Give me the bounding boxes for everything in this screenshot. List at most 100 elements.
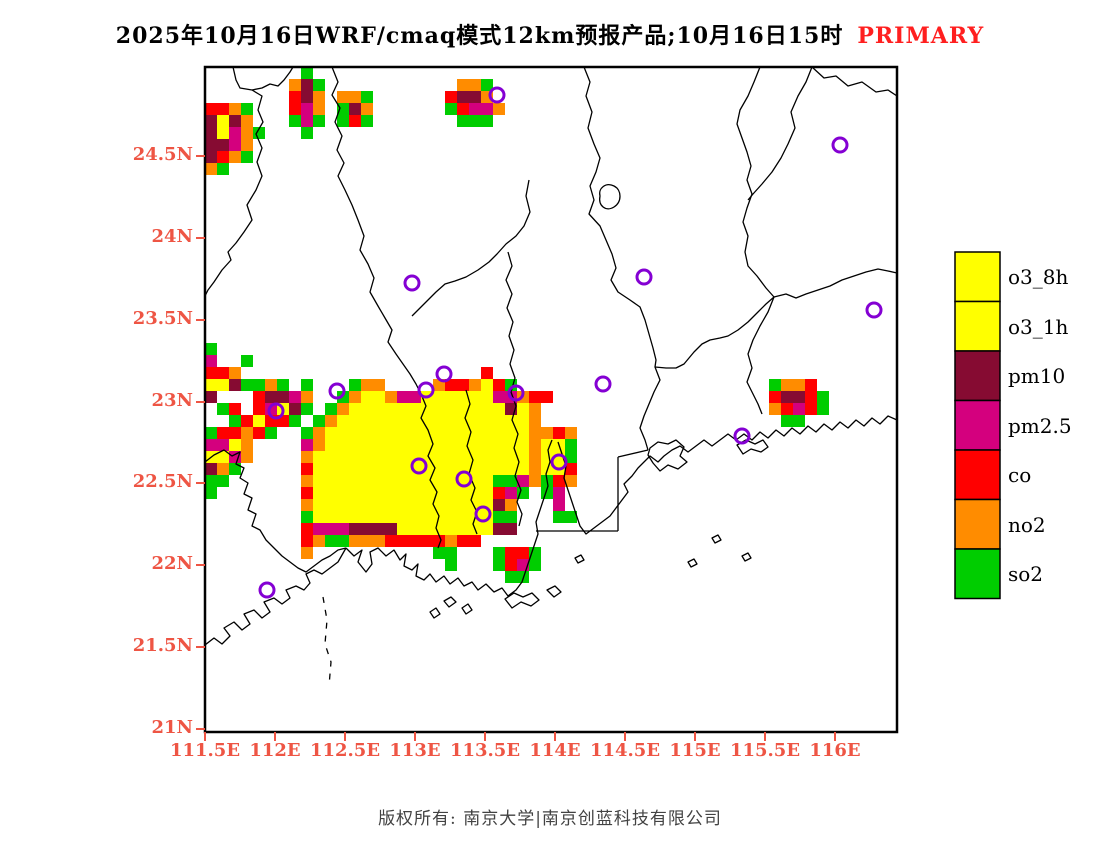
island-7 bbox=[429, 607, 441, 619]
grid-cell bbox=[481, 391, 493, 403]
boundary-join-east bbox=[411, 179, 531, 317]
grid-cell bbox=[229, 403, 241, 415]
grid-cell bbox=[517, 439, 529, 451]
grid-cell bbox=[337, 427, 349, 439]
grid-cell bbox=[397, 511, 409, 523]
grid-cell bbox=[313, 499, 325, 511]
grid-cell bbox=[361, 415, 373, 427]
grid-cell bbox=[205, 127, 217, 139]
grid-cell bbox=[241, 115, 253, 127]
grid-cell bbox=[373, 487, 385, 499]
x-tick-label: 113E bbox=[389, 740, 441, 761]
grid-cell bbox=[817, 403, 829, 415]
station-marker bbox=[258, 581, 276, 599]
grid-cell bbox=[409, 511, 421, 523]
grid-cell bbox=[337, 487, 349, 499]
grid-cell bbox=[457, 103, 469, 115]
grid-cell bbox=[493, 427, 505, 439]
grid-cell bbox=[301, 391, 313, 403]
coast-southwest bbox=[205, 547, 347, 646]
grid-cell bbox=[433, 475, 445, 487]
grid-cell bbox=[313, 91, 325, 103]
grid-cell bbox=[493, 451, 505, 463]
grid-cell bbox=[337, 475, 349, 487]
grid-cell bbox=[229, 415, 241, 427]
grid-cell bbox=[337, 439, 349, 451]
grid-cell bbox=[781, 379, 793, 391]
pollutant-grid bbox=[205, 67, 829, 583]
grid-cell bbox=[289, 391, 301, 403]
grid-cell bbox=[301, 127, 313, 139]
grid-cell bbox=[205, 487, 217, 499]
grid-cell bbox=[457, 439, 469, 451]
grid-cell bbox=[493, 439, 505, 451]
grid-cell bbox=[493, 391, 505, 403]
grid-cell bbox=[433, 523, 445, 535]
grid-cell bbox=[349, 103, 361, 115]
x-tick-label: 112.5E bbox=[309, 740, 381, 761]
x-tick-label: 114E bbox=[529, 740, 581, 761]
grid-cell bbox=[325, 415, 337, 427]
grid-cell bbox=[481, 451, 493, 463]
grid-cell bbox=[433, 463, 445, 475]
grid-cell bbox=[529, 415, 541, 427]
grid-cell bbox=[385, 463, 397, 475]
grid-cell bbox=[409, 487, 421, 499]
grid-cell bbox=[241, 451, 253, 463]
grid-cell bbox=[457, 415, 469, 427]
grid-cell bbox=[205, 103, 217, 115]
grid-cell bbox=[205, 463, 217, 475]
grid-cell bbox=[505, 487, 517, 499]
grid-cell bbox=[205, 151, 217, 163]
axis-ticks bbox=[196, 155, 836, 741]
grid-cell bbox=[373, 499, 385, 511]
grid-cell bbox=[397, 499, 409, 511]
islet-d bbox=[741, 552, 752, 562]
grid-cell bbox=[433, 391, 445, 403]
grid-cell bbox=[241, 439, 253, 451]
island-5 bbox=[443, 596, 457, 608]
grid-cell bbox=[505, 571, 517, 583]
grid-cell bbox=[457, 451, 469, 463]
grid-cell bbox=[385, 439, 397, 451]
grid-cell bbox=[421, 523, 433, 535]
grid-cell bbox=[433, 403, 445, 415]
grid-cell bbox=[445, 475, 457, 487]
grid-cell bbox=[217, 427, 229, 439]
islet-b bbox=[687, 558, 698, 568]
grid-cell bbox=[421, 535, 433, 547]
grid-cell bbox=[493, 499, 505, 511]
grid-cell bbox=[205, 355, 217, 367]
grid-cell bbox=[397, 487, 409, 499]
grid-cell bbox=[397, 475, 409, 487]
station-marker bbox=[455, 470, 473, 488]
grid-cell bbox=[553, 427, 565, 439]
grid-cell bbox=[349, 463, 361, 475]
grid-cell bbox=[241, 415, 253, 427]
grid-cell bbox=[241, 379, 253, 391]
grid-cell bbox=[361, 403, 373, 415]
grid-cell bbox=[481, 487, 493, 499]
island-2 bbox=[736, 439, 769, 455]
grid-cell bbox=[481, 103, 493, 115]
grid-cell bbox=[385, 403, 397, 415]
grid-cell bbox=[529, 391, 541, 403]
grid-cell bbox=[361, 427, 373, 439]
grid-cell bbox=[313, 475, 325, 487]
map-boundaries bbox=[205, 67, 897, 687]
grid-cell bbox=[445, 463, 457, 475]
grid-cell bbox=[505, 415, 517, 427]
grid-cell bbox=[361, 511, 373, 523]
grid-cell bbox=[301, 427, 313, 439]
grid-cell bbox=[445, 451, 457, 463]
grid-cell bbox=[793, 391, 805, 403]
grid-cell bbox=[397, 463, 409, 475]
grid-cell bbox=[409, 475, 421, 487]
grid-cell bbox=[397, 403, 409, 415]
legend-swatch-co bbox=[954, 449, 1001, 501]
grid-cell bbox=[217, 463, 229, 475]
grid-cell bbox=[481, 463, 493, 475]
grid-cell bbox=[337, 451, 349, 463]
grid-cell bbox=[553, 475, 565, 487]
